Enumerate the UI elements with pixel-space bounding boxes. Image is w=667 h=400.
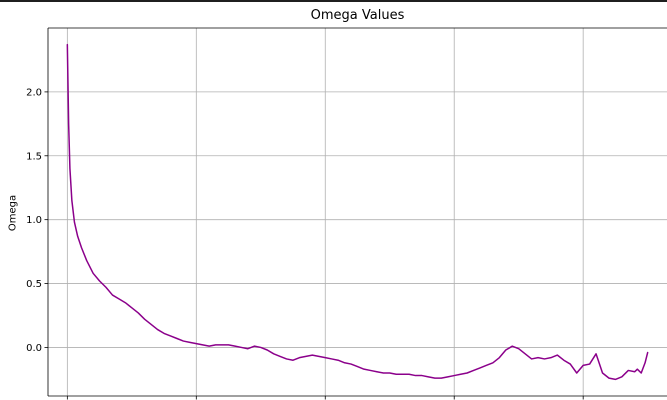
chart-title: Omega Values [310,8,405,23]
y-tick-label: 1.5 [26,151,42,162]
y-tick-label: 2.0 [26,87,42,98]
axes [47,27,667,397]
series-group [66,43,649,381]
x-ticks [66,396,584,400]
window-top-border [0,0,667,2]
grid-lines [48,28,667,396]
omega-series-line [66,43,649,381]
y-tick-label: 1.0 [26,215,42,226]
y-tick-label: 0.0 [26,343,42,354]
y-tick-label: 0.5 [26,279,42,290]
y-ticks: 0.0 0.5 1.0 1.5 2.0 [26,87,48,354]
